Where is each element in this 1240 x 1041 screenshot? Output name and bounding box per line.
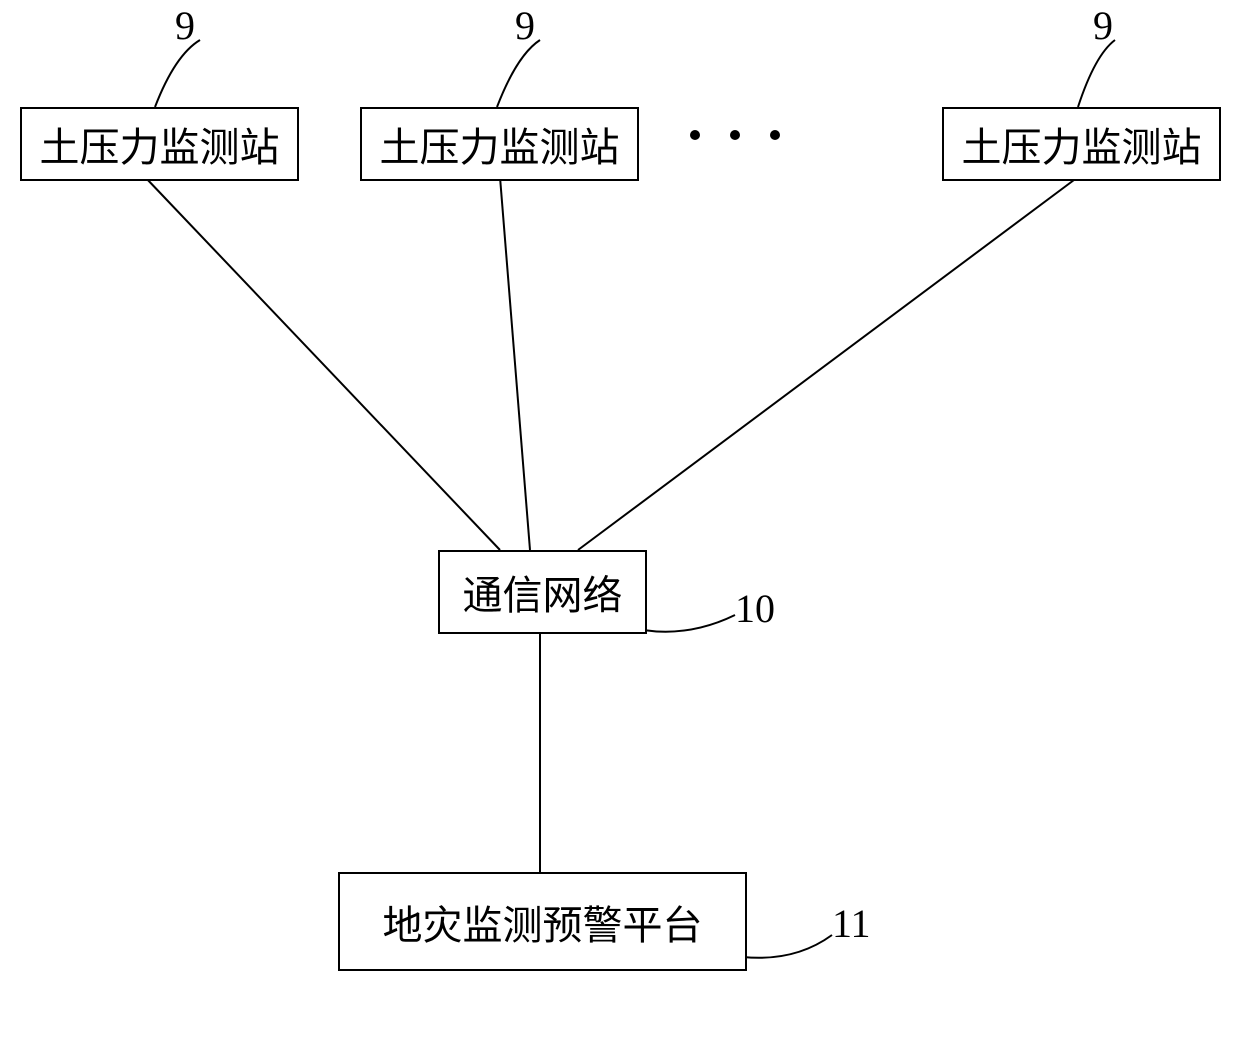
node-station-3-label: 土压力监测站 [962, 115, 1202, 173]
ref-label-10: 10 [735, 585, 775, 632]
node-station-2: 土压力监测站 [360, 107, 639, 181]
node-network: 通信网络 [438, 550, 647, 634]
ref-label-9a: 9 [175, 2, 195, 49]
node-platform-label: 地灾监测预警平台 [383, 893, 703, 951]
node-station-1-label: 土压力监测站 [40, 115, 280, 173]
ref-label-11: 11 [832, 900, 871, 947]
node-station-2-label: 土压力监测站 [380, 115, 620, 173]
node-network-label: 通信网络 [463, 563, 623, 621]
node-platform: 地灾监测预警平台 [338, 872, 747, 971]
node-station-1: 土压力监测站 [20, 107, 299, 181]
dot-icon [770, 130, 780, 140]
ref-label-9c: 9 [1093, 2, 1113, 49]
ellipsis-dots [690, 130, 780, 140]
dot-icon [690, 130, 700, 140]
ref-label-9b: 9 [515, 2, 535, 49]
node-station-3: 土压力监测站 [942, 107, 1221, 181]
dot-icon [730, 130, 740, 140]
